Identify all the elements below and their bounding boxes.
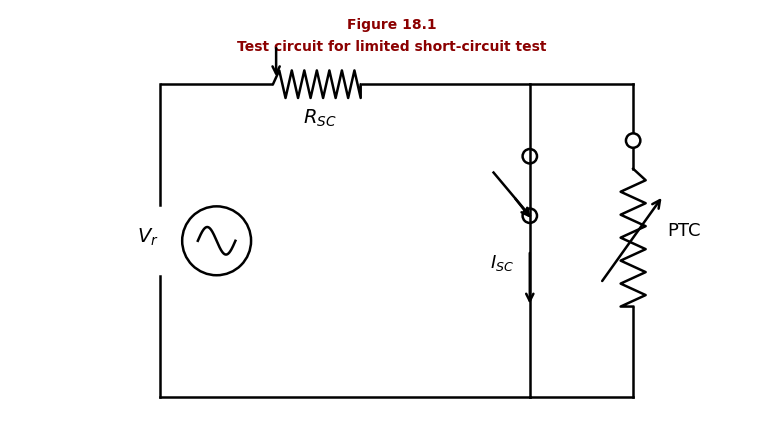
Text: $R_{SC}$: $R_{SC}$ bbox=[303, 108, 337, 129]
Text: Figure 18.1: Figure 18.1 bbox=[347, 18, 437, 32]
Text: $V_r$: $V_r$ bbox=[137, 227, 158, 248]
Text: Test circuit for limited short-circuit test: Test circuit for limited short-circuit t… bbox=[238, 40, 546, 54]
Text: $I_{SC}$: $I_{SC}$ bbox=[490, 253, 514, 273]
Text: PTC: PTC bbox=[668, 222, 701, 240]
